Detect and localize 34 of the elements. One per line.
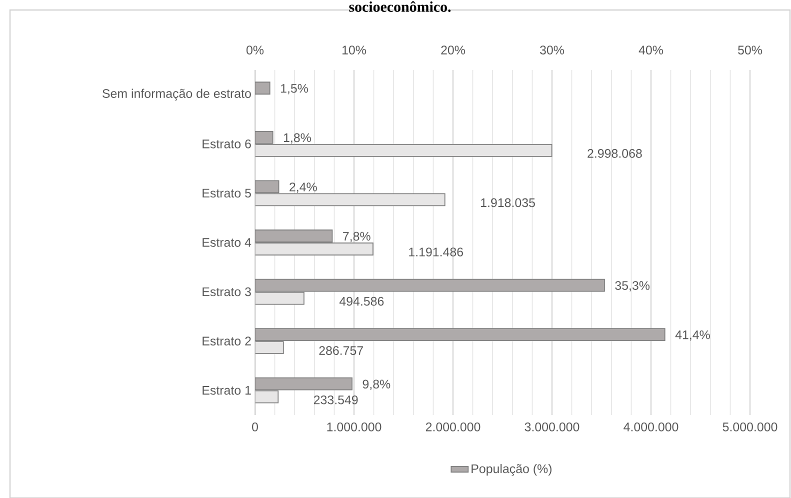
x2-tick-label: 0% [246,46,264,54]
y-tick-label: Estrato 4 [202,238,252,247]
y-tick-label: Estrato 2 [202,336,251,346]
data-label: 1,8% [284,133,311,144]
data-label: 35,3% [615,281,650,292]
data-label: 233.549 [314,395,358,404]
x2-tick-label: 30% [540,46,564,54]
x-tick-label: 0 [252,422,258,432]
data-label: 7,8% [343,232,370,242]
data-label: 9,8% [362,380,390,390]
data-label: 1.191.486 [409,248,464,256]
data-label: 1,5% [281,84,308,94]
data-label: 41,4% [675,330,710,341]
x2-tick-label: 20% [441,46,466,54]
data-label: 286.757 [319,346,363,355]
y-tick-label: Estrato 1 [202,386,251,395]
y-tick-label: Sem informação de estrato [102,88,251,100]
x-tick-label: 1.000.000 [327,422,382,432]
x-tick-label: 4.000.000 [624,422,678,432]
chart-title: socioeconômico. [349,1,451,12]
x-tick-label: 2.000.000 [426,422,480,432]
x2-tick-label: 40% [638,46,664,54]
y-tick-label: Estrato 3 [202,287,251,296]
data-label: 494.586 [339,296,384,306]
y-tick-label: Estrato 5 [202,188,251,198]
legend-label: População (%) [472,464,552,476]
x-tick-label: 3.000.000 [524,422,580,432]
y-tick-label: Estrato 6 [202,140,251,148]
data-label: 2,4% [290,182,317,193]
data-label: 1.918.035 [481,198,535,208]
x2-tick-label: 50% [738,46,762,54]
x2-tick-label: 10% [342,46,366,54]
x-tick-label: 5.000.000 [722,422,778,432]
data-label: 2.998.068 [588,149,642,158]
